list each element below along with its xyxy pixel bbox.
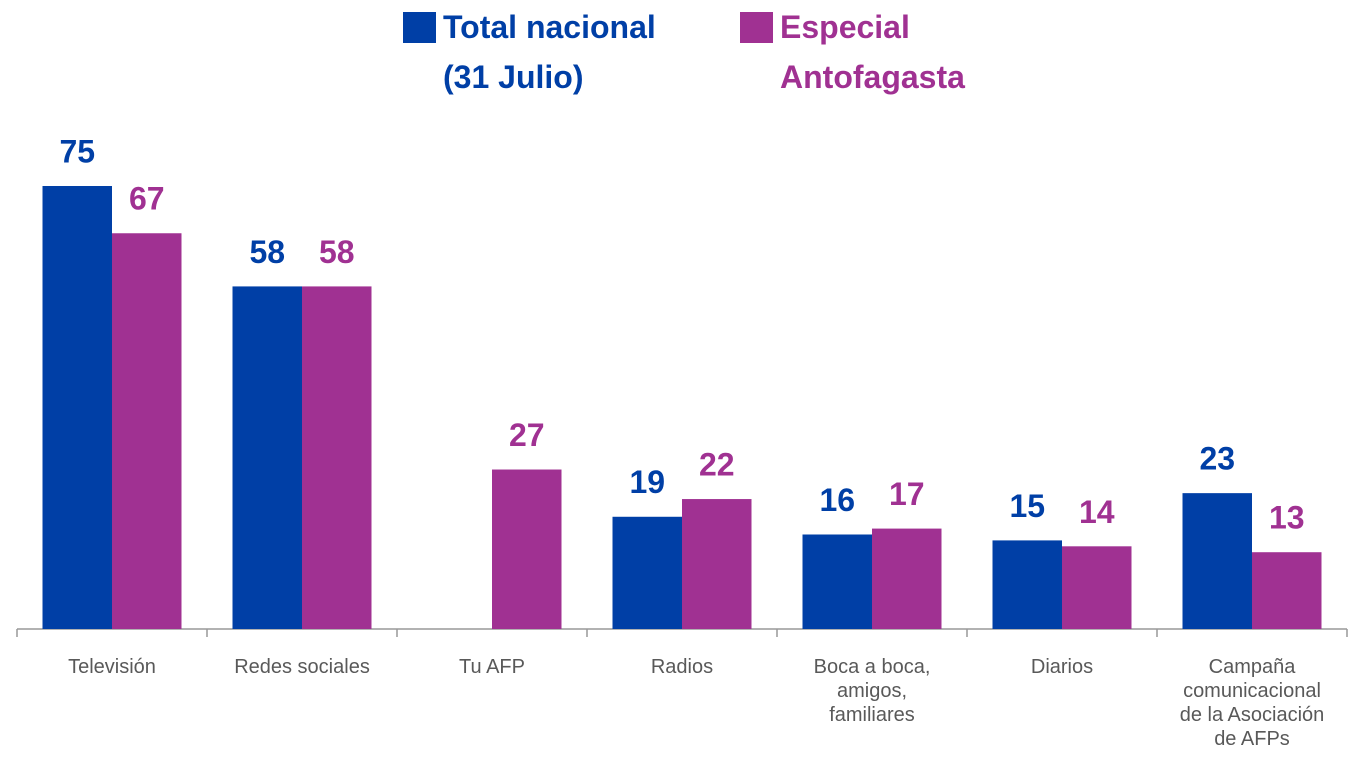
bar bbox=[232, 286, 302, 629]
value-label: 67 bbox=[129, 181, 165, 217]
value-label: 22 bbox=[699, 447, 735, 483]
bar bbox=[1252, 552, 1322, 629]
bar bbox=[492, 469, 562, 629]
value-label: 58 bbox=[249, 234, 285, 270]
legend-label: Total nacional (31 Julio) bbox=[443, 9, 656, 95]
value-label: 15 bbox=[1009, 488, 1045, 524]
bar bbox=[1062, 546, 1132, 629]
bar bbox=[1182, 493, 1252, 629]
x-tick-label: Radios bbox=[651, 656, 713, 678]
value-label: 75 bbox=[59, 133, 95, 169]
bar bbox=[682, 499, 752, 629]
value-label: 23 bbox=[1199, 441, 1235, 477]
x-tick-label: Redes sociales bbox=[234, 656, 370, 678]
value-label: 17 bbox=[889, 476, 925, 512]
x-tick-label: Diarios bbox=[1031, 656, 1093, 678]
x-tick-label: Campaña comunicacional de la Asociación de … bbox=[1180, 656, 1325, 750]
bar bbox=[302, 286, 372, 629]
value-label: 27 bbox=[509, 417, 545, 453]
bar bbox=[992, 540, 1062, 629]
value-label: 16 bbox=[819, 482, 855, 518]
legend-swatch bbox=[403, 12, 436, 43]
value-label: 14 bbox=[1079, 494, 1115, 530]
x-tick-label: Televisión bbox=[68, 656, 156, 678]
bar bbox=[872, 528, 942, 629]
bar bbox=[112, 233, 182, 629]
bar bbox=[802, 534, 872, 629]
value-label: 58 bbox=[319, 234, 355, 270]
x-tick-label: Boca a boca, amigos, familiares bbox=[814, 656, 931, 726]
value-label: 13 bbox=[1269, 500, 1305, 536]
bar bbox=[612, 516, 682, 629]
bar bbox=[42, 186, 112, 629]
legend-swatch bbox=[740, 12, 773, 43]
legend-label: Especial Antofagasta bbox=[780, 9, 965, 95]
x-tick-label: Tu AFP bbox=[459, 656, 525, 678]
value-label: 19 bbox=[629, 464, 665, 500]
